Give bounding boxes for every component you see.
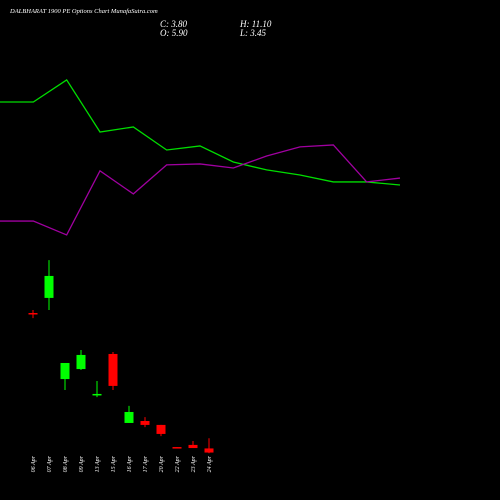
candle-body	[44, 275, 54, 298]
low-label: L: 3.45	[239, 28, 267, 38]
x-tick-label: 07 Apr	[47, 455, 53, 472]
x-tick-label: 09 Apr	[79, 455, 85, 472]
x-tick-label: 24 Apr	[206, 455, 213, 472]
candle-body	[124, 411, 134, 423]
line-series	[0, 144, 401, 236]
x-tick-label: 20 Apr	[159, 455, 165, 472]
x-tick-label: 08 Apr	[63, 455, 69, 472]
x-tick-label: 23 Apr	[191, 455, 197, 472]
line-series	[0, 79, 401, 186]
candle-body	[28, 313, 38, 315]
candle-body	[204, 448, 214, 453]
close-label: C: 3.80	[160, 19, 188, 29]
candle-body	[188, 444, 198, 449]
x-tick-label: 17 Apr	[143, 455, 149, 472]
candle-body	[60, 362, 70, 380]
x-tick-label: 06 Apr	[31, 455, 37, 472]
high-label: H: 11.10	[239, 19, 272, 29]
candle-body	[156, 424, 166, 434]
x-tick-label: 13 Apr	[95, 455, 101, 472]
x-tick-label: 16 Apr	[127, 455, 133, 472]
candle-body	[76, 354, 86, 370]
x-tick-label: 22 Apr	[175, 455, 181, 472]
x-tick-label: 15 Apr	[111, 455, 117, 472]
candle-body	[172, 447, 182, 449]
candle-body	[140, 420, 150, 425]
open-label: O: 5.90	[160, 28, 188, 38]
chart-title: DALBHARAT 1900 PE Options Chart MunafaSu…	[9, 8, 158, 15]
candle-body	[108, 353, 118, 386]
candle-body	[92, 393, 102, 396]
